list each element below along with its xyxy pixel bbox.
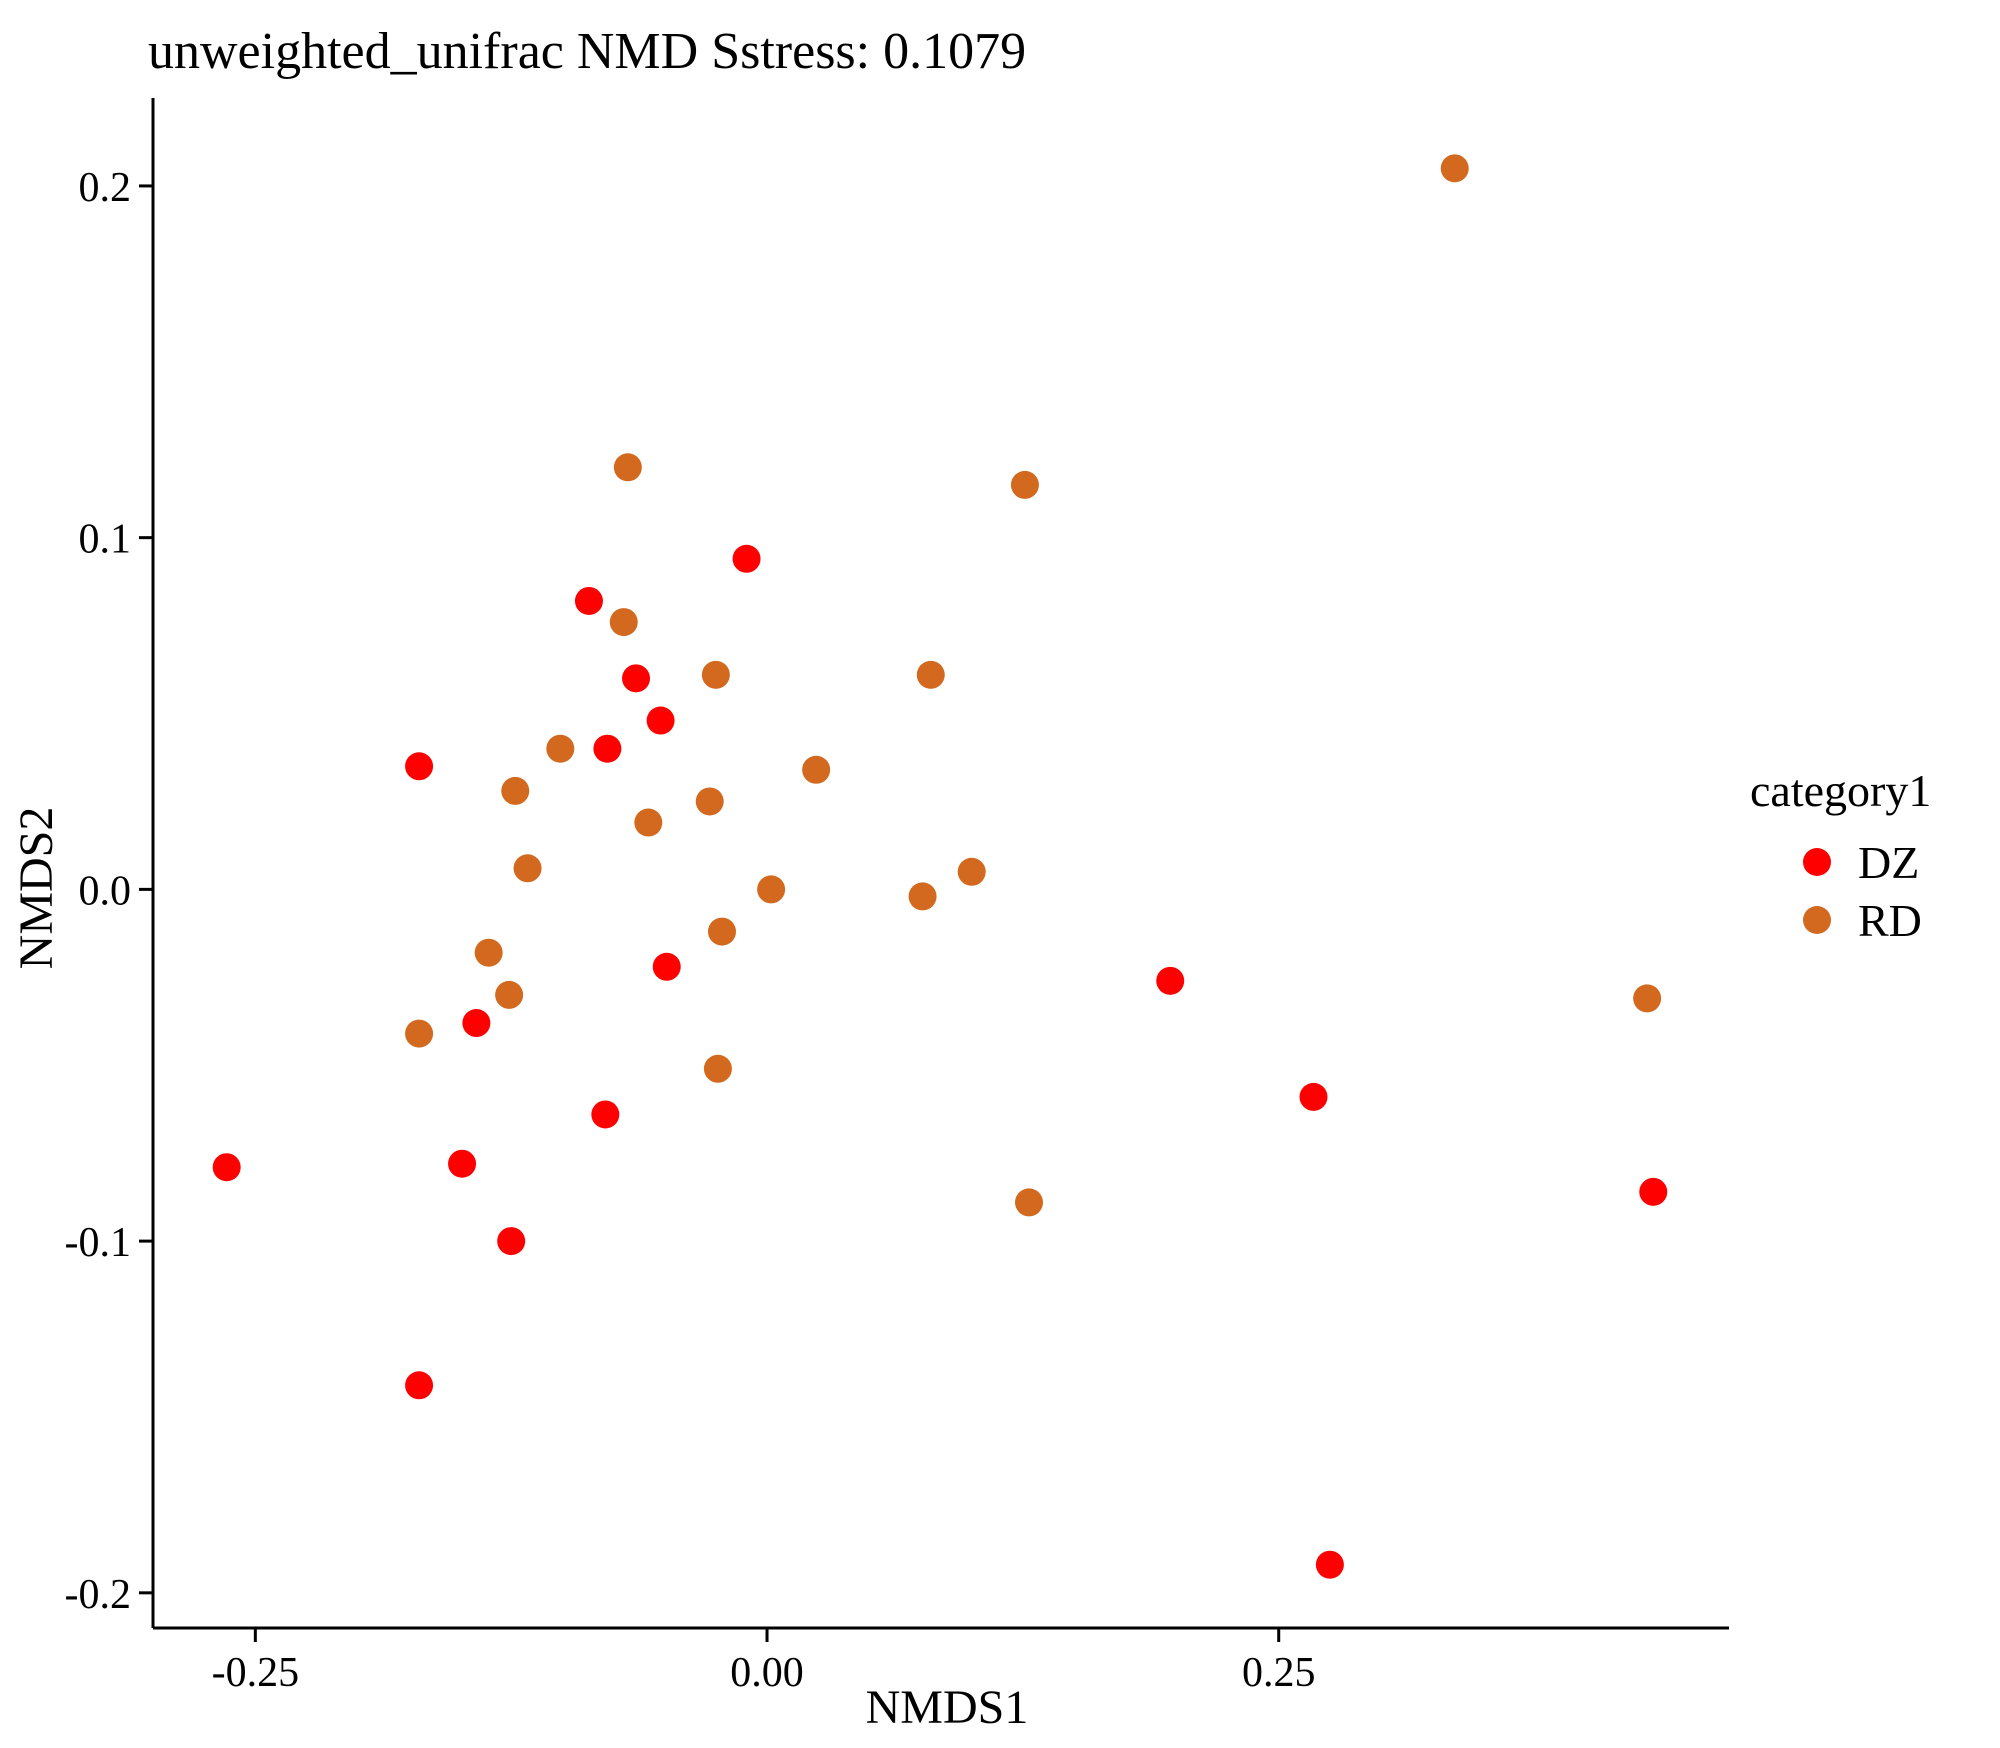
x-axis-label: NMDS1	[866, 1681, 1029, 1734]
data-point-rd	[707, 917, 736, 946]
data-point-rd	[474, 938, 503, 967]
data-point-dz	[212, 1153, 241, 1182]
legend-swatch-dz	[1803, 848, 1831, 876]
x-tick-label: 0.00	[730, 1650, 804, 1696]
data-point-dz	[593, 734, 622, 763]
data-point-dz	[622, 664, 651, 693]
x-tick-label: -0.25	[212, 1650, 300, 1696]
legend-swatch-rd	[1803, 906, 1831, 934]
y-axis-ticks: 0.2 0.1 0.0 -0.1 -0.2	[65, 165, 153, 1618]
data-point-rd	[495, 980, 524, 1009]
data-point-dz	[1299, 1082, 1328, 1111]
data-point-rd	[1633, 984, 1662, 1013]
data-point-rd	[802, 755, 831, 784]
y-tick-label: -0.2	[65, 1572, 132, 1618]
data-point-rd	[703, 1054, 732, 1083]
legend: category1 DZ RD	[1750, 765, 1931, 946]
data-point-rd	[546, 734, 575, 763]
data-point-rd	[405, 1019, 434, 1048]
data-point-rd	[701, 660, 730, 689]
x-axis-ticks: -0.25 0.00 0.25	[212, 1628, 1316, 1696]
data-point-rd	[1440, 154, 1469, 183]
data-point-dz	[1156, 966, 1185, 995]
legend-label-rd: RD	[1858, 895, 1922, 946]
data-point-dz	[1315, 1550, 1344, 1579]
data-point-dz	[497, 1227, 526, 1256]
x-tick-label: 0.25	[1242, 1650, 1316, 1696]
data-point-rd	[634, 808, 663, 837]
data-point-rd	[757, 875, 786, 904]
data-point-rd	[916, 660, 945, 689]
data-point-dz	[574, 586, 603, 615]
data-point-dz	[732, 544, 761, 573]
data-point-dz	[1639, 1177, 1668, 1206]
y-tick-label: -0.1	[65, 1220, 132, 1266]
data-point-rd	[1010, 470, 1039, 499]
data-point-dz	[405, 1371, 434, 1400]
chart-title: unweighted_unifrac NMD Sstress: 0.1079	[148, 23, 1026, 80]
y-tick-label: 0.2	[79, 165, 132, 211]
data-point-rd	[908, 882, 937, 911]
data-point-dz	[405, 752, 434, 781]
y-axis-label: NMDS2	[10, 807, 63, 970]
data-point-dz	[448, 1149, 477, 1178]
data-point-dz	[591, 1100, 620, 1129]
data-point-rd	[609, 608, 638, 637]
data-point-rd	[1015, 1188, 1044, 1217]
data-point-dz	[462, 1009, 491, 1038]
legend-label-dz: DZ	[1858, 837, 1919, 888]
y-tick-label: 0.0	[79, 868, 132, 914]
data-points	[212, 154, 1668, 1579]
data-point-rd	[513, 854, 542, 883]
data-point-dz	[646, 706, 675, 735]
y-tick-label: 0.1	[79, 517, 132, 563]
data-point-dz	[652, 952, 681, 981]
legend-items: DZ RD	[1803, 837, 1922, 946]
plot-area: -0.25 0.00 0.25 0.2 0.1 0.0 -0.1 -0.2	[65, 98, 1729, 1696]
data-point-rd	[501, 776, 530, 805]
data-point-rd	[613, 453, 642, 482]
legend-title: category1	[1750, 765, 1931, 816]
data-point-rd	[957, 857, 986, 886]
data-point-rd	[695, 787, 724, 816]
